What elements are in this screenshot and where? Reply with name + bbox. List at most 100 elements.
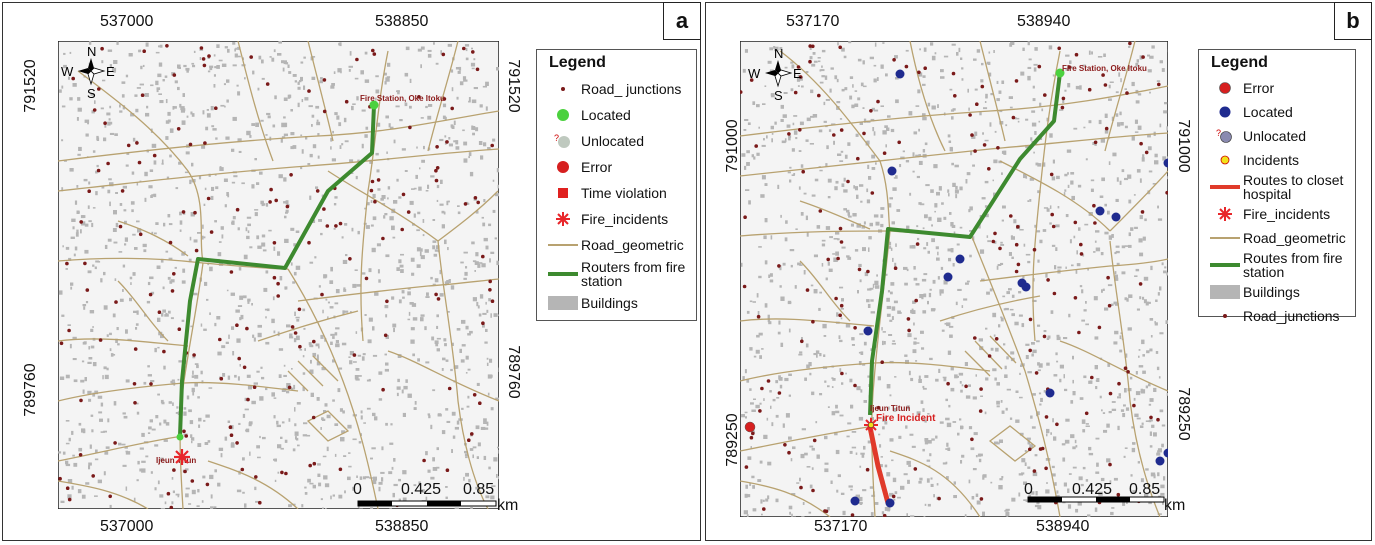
scale-label-0: 0 [1024,481,1033,498]
compass-e: E [793,66,802,81]
map-canvas-b: Fire Station, Oke Itoku Ijeun Titun Fire… [740,41,1168,517]
green-circle-icon [545,108,581,122]
road-network [740,41,1168,517]
located-marker [1021,282,1031,292]
red-line-icon [1207,184,1243,190]
x-label-bottom-2: 538850 [375,518,429,535]
incident-sublabel: Ijeun Titun [870,404,910,413]
scale-unit: km [497,497,519,514]
x-label-bottom-1: 537000 [100,518,154,535]
legend-item-unlocated: ? Unlocated [545,128,688,154]
svg-text:?: ? [1216,128,1221,138]
scale-bar [357,500,497,507]
located-marker [887,166,897,176]
y-label-right-1: 791000 [1175,119,1192,173]
located-marker [885,498,895,508]
compass-s: S [774,88,783,103]
x-label-top-1: 537000 [100,13,154,30]
legend-a: Legend Road_ junctions Located ? Unlocat… [536,49,697,321]
fire-station-label: Fire Station, Oke Itoku [360,94,445,103]
y-label-right-1: 791520 [505,59,522,113]
compass-w: W [748,66,761,81]
legend-item-error: Error [1207,76,1347,100]
error-marker [744,421,756,433]
route-to-hospital [867,424,891,506]
located-marker [1045,388,1055,398]
road-junctions-layer [740,41,1168,517]
building-box-icon [545,296,581,310]
legend-item-routes-hospital: Routes to closet hospital [1207,172,1347,202]
fire-star-icon [1207,205,1243,223]
junction-dot-icon [1207,311,1243,321]
fire-station-label: Fire Station, Oke Itoku [1062,64,1147,73]
located-marker [1163,158,1168,168]
red-circle-icon [1207,81,1243,95]
legend-item-road-geometric: Road_geometric [1207,226,1347,250]
legend-item-road-junctions: Road_ junctions [545,76,688,102]
panel-label-a: a [663,2,701,40]
legend-item-routes: Routers from fire station [545,258,688,290]
x-label-top-2: 538850 [375,13,429,30]
x-label-top-1: 537170 [786,13,840,30]
scale-bar [1027,496,1165,503]
incident-label: Ijeun Titun [156,456,196,465]
located-marker [943,272,953,282]
legend-item-road-junctions: Road_junctions [1207,304,1347,328]
legend-item-located: Located [545,102,688,128]
fire-station-marker [1055,68,1065,78]
unlocated-blue-icon: ? [1207,128,1243,144]
located-markers [850,69,1168,508]
legend-item-time-violation: Time violation [545,180,688,206]
located-marker [863,326,873,336]
y-label-right-2: 789760 [505,345,522,399]
legend-item-incidents: Incidents [1207,148,1347,172]
legend-item-buildings: Buildings [1207,280,1347,304]
map-panel-a: a 537000 538850 537000 538850 791520 789… [2,2,701,541]
compass-rose: N S E W [61,44,115,101]
legend-item-fire-incidents: Fire_incidents [545,206,688,232]
fire-incident-star [174,449,190,465]
located-marker [1111,212,1121,222]
fire-station-marker [369,100,379,110]
y-label-right-2: 789250 [1175,387,1192,441]
building-box-icon [1207,285,1243,299]
legend-item-error: Error [545,154,688,180]
red-square-icon [545,187,581,199]
scale-label-1: 0.425 [1072,481,1113,498]
map-panel-b: b 537170 538940 537170 538940 791000 789… [705,2,1372,541]
scale-label-0: 0 [353,481,362,498]
green-line-icon [1207,262,1243,268]
scale-unit: km [1164,497,1186,514]
scale-label-2: 0.85 [1129,481,1161,498]
located-marker [1163,448,1168,458]
blue-circle-icon [1207,105,1243,119]
legend-title: Legend [549,54,606,71]
legend-item-unlocated: ? Unlocated [1207,124,1347,148]
located-marker [1155,456,1165,466]
incident-label: Fire Incident [876,413,936,424]
located-marker [1095,206,1105,216]
compass-w: W [61,64,74,79]
legend-item-routes-station: Routes from fire station [1207,250,1347,280]
unlocated-icon: ? [545,133,581,149]
svg-text:?: ? [554,133,559,143]
fire-station-route [868,72,1062,416]
compass-e: E [106,64,115,79]
x-label-bottom-2: 538940 [1036,518,1090,535]
scale-label-2: 0.85 [463,481,495,498]
y-label-left-1: 791520 [22,59,39,113]
road-line-icon [1207,235,1243,241]
fire-station-route [178,104,376,437]
legend-item-buildings: Buildings [545,290,688,316]
y-label-left-2: 789760 [22,363,39,417]
legend-item-located: Located [1207,100,1347,124]
green-line-icon [545,271,581,277]
incident-yellow-marker [868,422,874,428]
compass-n: N [774,46,783,61]
legend-item-road-geometric: Road_geometric [545,232,688,258]
junction-dot-icon [545,84,581,94]
located-marker [895,69,905,79]
x-label-top-2: 538940 [1017,13,1071,30]
road-line-icon [545,242,581,248]
compass-s: S [87,86,96,101]
